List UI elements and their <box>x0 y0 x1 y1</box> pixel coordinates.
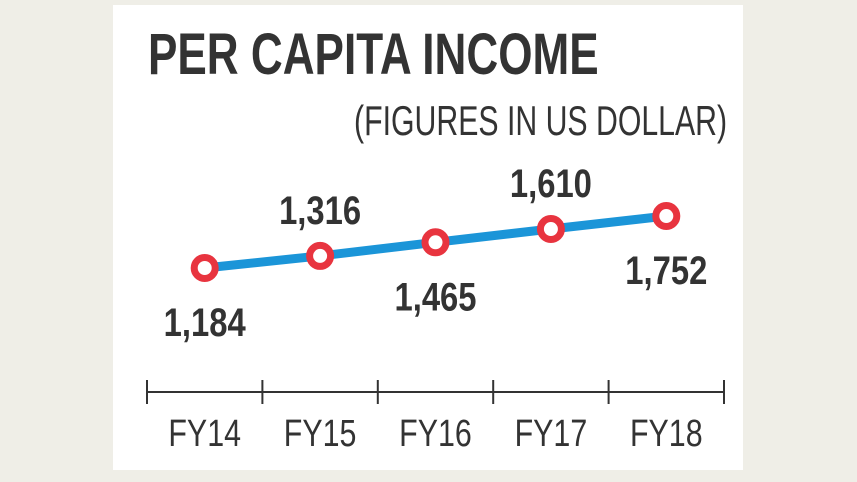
data-point-marker <box>421 228 450 257</box>
x-tick-label: FY18 <box>630 413 703 455</box>
data-point-marker <box>652 202 681 231</box>
data-label: 1,316 <box>279 188 361 233</box>
data-point-marker <box>190 254 219 282</box>
data-point-marker <box>536 215 565 244</box>
x-tick-label: FY15 <box>284 413 357 455</box>
data-point-marker <box>306 241 335 270</box>
chart-title: PER CAPITA INCOME <box>148 22 599 87</box>
chart-subtitle: (FIGURES IN US DOLLAR) <box>353 97 727 144</box>
x-tick-label: FY14 <box>168 413 241 455</box>
x-tick-label: FY16 <box>399 413 472 455</box>
data-label: 1,184 <box>164 300 247 345</box>
data-label: 1,752 <box>625 248 707 293</box>
data-label: 1,465 <box>394 274 476 319</box>
x-tick-label: FY17 <box>515 413 588 455</box>
data-label: 1,610 <box>510 161 592 206</box>
